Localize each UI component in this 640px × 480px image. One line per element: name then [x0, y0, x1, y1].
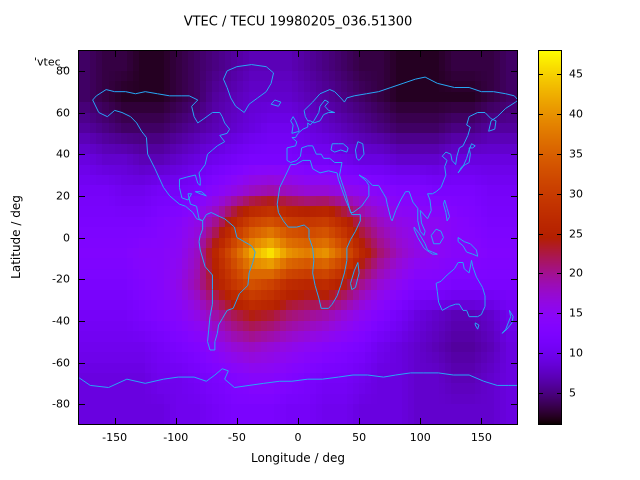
y-axis-label: Latitude / deg	[9, 195, 23, 279]
y-tick-label: -20	[52, 272, 70, 286]
colorbar-tick-label: 35	[569, 147, 583, 161]
colorbar-canvas	[538, 50, 562, 425]
y-tick-label: 20	[56, 189, 70, 203]
colorbar-tick-label: 5	[569, 386, 576, 400]
colorbar-tick-label: 45	[569, 67, 583, 81]
y-tick-label: -60	[52, 356, 70, 369]
x-tick-label: -100	[163, 431, 189, 444]
legend-key-label: 'vtec_	[34, 55, 67, 69]
heatmap-plot-canvas	[78, 50, 518, 425]
colorbar-tick-label: 30	[569, 187, 583, 201]
chart-title: VTEC / TECU 19980205_036.51300	[183, 14, 413, 30]
colorbar-tick-label: 25	[569, 227, 583, 240]
x-tick-label: 0	[294, 431, 302, 444]
colorbar-tick-label: 20	[569, 266, 583, 280]
colorbar-tick-label: 10	[569, 346, 583, 360]
x-tick-label: -150	[102, 431, 128, 444]
x-tick-label: 50	[352, 431, 367, 444]
x-tick-label: 150	[470, 431, 492, 444]
colorbar-tick-label: 15	[569, 306, 583, 320]
x-tick-label: 100	[409, 431, 431, 444]
colorbar-tick-label: 40	[569, 107, 583, 121]
y-tick-label: 40	[56, 147, 70, 161]
y-tick-label: 0	[63, 231, 70, 244]
y-tick-label: -40	[52, 314, 70, 328]
y-tick-label: 80	[56, 64, 70, 78]
x-tick-label: -50	[227, 431, 246, 444]
y-tick-label: 60	[56, 106, 70, 119]
y-tick-label: -80	[52, 397, 70, 411]
x-axis-label: Longitude / deg	[251, 451, 345, 465]
